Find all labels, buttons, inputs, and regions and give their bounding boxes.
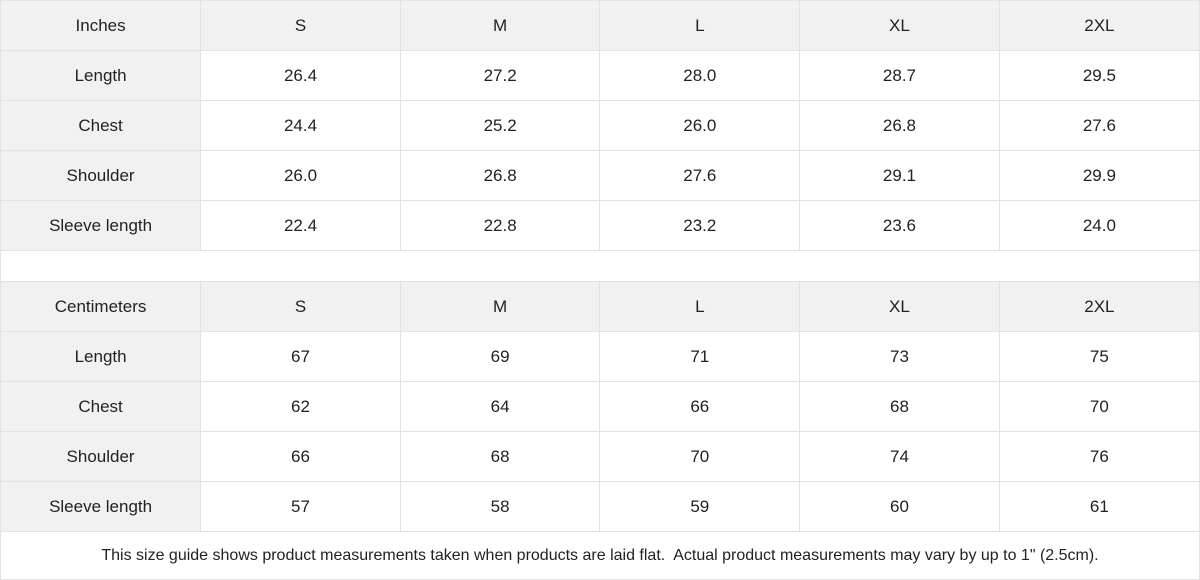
value-cell: 71 [599,331,801,382]
value-cell: 28.0 [599,50,801,101]
value-cell: 22.4 [200,200,401,251]
value-cell: 23.2 [599,200,801,251]
measurement-row: Shoulder 66 68 70 74 76 [1,431,1199,482]
row-label-cell: Sleeve length [1,481,202,532]
value-cell: 27.2 [399,50,601,101]
size-header-cell: S [200,281,401,332]
value-cell: 61 [998,481,1199,532]
centimeters-table: Centimeters S M L XL 2XL Length 67 69 71 73 75 Chest… [1,281,1199,532]
value-cell: 64 [399,381,601,432]
row-label-cell: Chest [1,381,202,432]
row-label-cell: Chest [1,100,202,151]
row-label-cell: Shoulder [1,150,202,201]
value-cell: 22.8 [399,200,601,251]
value-cell: 70 [599,431,801,482]
value-cell: 58 [399,481,601,532]
value-cell: 74 [799,431,1000,482]
unit-header-cell: Inches [1,1,202,51]
value-cell: 69 [399,331,601,382]
size-guide-note: This size guide shows product measuremen… [101,546,1099,564]
row-label-cell: Sleeve length [1,200,202,251]
value-cell: 27.6 [599,150,801,201]
value-cell: 29.9 [998,150,1199,201]
size-header-cell: L [599,281,801,332]
value-cell: 26.4 [200,50,401,101]
measurement-row: Length 26.4 27.2 28.0 28.7 29.5 [1,50,1199,101]
value-cell: 59 [599,481,801,532]
row-label-cell: Shoulder [1,431,202,482]
value-cell: 67 [200,331,401,382]
value-cell: 66 [599,381,801,432]
value-cell: 24.0 [998,200,1199,251]
row-label-cell: Length [1,50,202,101]
measurement-row: Chest 24.4 25.2 26.0 26.8 27.6 [1,100,1199,151]
size-header-row: Centimeters S M L XL 2XL [1,281,1199,332]
value-cell: 76 [998,431,1199,482]
value-cell: 66 [200,431,401,482]
size-header-cell: 2XL [998,1,1199,51]
value-cell: 26.8 [799,100,1000,151]
value-cell: 29.5 [998,50,1199,101]
size-header-cell: L [599,1,801,51]
size-header-cell: XL [799,1,1000,51]
size-header-cell: S [200,1,401,51]
size-header-row: Inches S M L XL 2XL [1,1,1199,51]
size-header-cell: M [399,1,601,51]
value-cell: 26.0 [200,150,401,201]
value-cell: 73 [799,331,1000,382]
measurement-row: Shoulder 26.0 26.8 27.6 29.1 29.9 [1,150,1199,201]
value-cell: 28.7 [799,50,1000,101]
measurement-row: Chest 62 64 66 68 70 [1,381,1199,432]
inches-table: Inches S M L XL 2XL Length 26.4 27.2 28.0 28.7 29.5… [1,1,1199,251]
value-cell: 57 [200,481,401,532]
row-label-cell: Length [1,331,202,382]
value-cell: 26.0 [599,100,801,151]
size-header-cell: 2XL [998,281,1199,332]
table-spacer [1,251,1199,281]
value-cell: 68 [799,381,1000,432]
value-cell: 26.8 [399,150,601,201]
value-cell: 75 [998,331,1199,382]
size-header-cell: XL [799,281,1000,332]
measurement-row: Sleeve length 22.4 22.8 23.2 23.6 24.0 [1,200,1199,251]
value-cell: 25.2 [399,100,601,151]
unit-header-cell: Centimeters [1,281,202,332]
value-cell: 60 [799,481,1000,532]
measurement-row: Length 67 69 71 73 75 [1,331,1199,382]
value-cell: 27.6 [998,100,1199,151]
measurement-row: Sleeve length 57 58 59 60 61 [1,481,1199,532]
value-cell: 70 [998,381,1199,432]
value-cell: 62 [200,381,401,432]
value-cell: 23.6 [799,200,1000,251]
value-cell: 29.1 [799,150,1000,201]
size-header-cell: M [399,281,601,332]
value-cell: 24.4 [200,100,401,151]
value-cell: 68 [399,431,601,482]
